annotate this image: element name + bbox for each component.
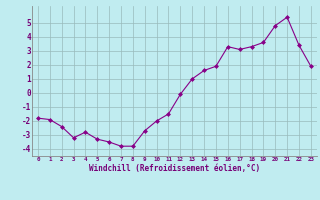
- X-axis label: Windchill (Refroidissement éolien,°C): Windchill (Refroidissement éolien,°C): [89, 164, 260, 173]
